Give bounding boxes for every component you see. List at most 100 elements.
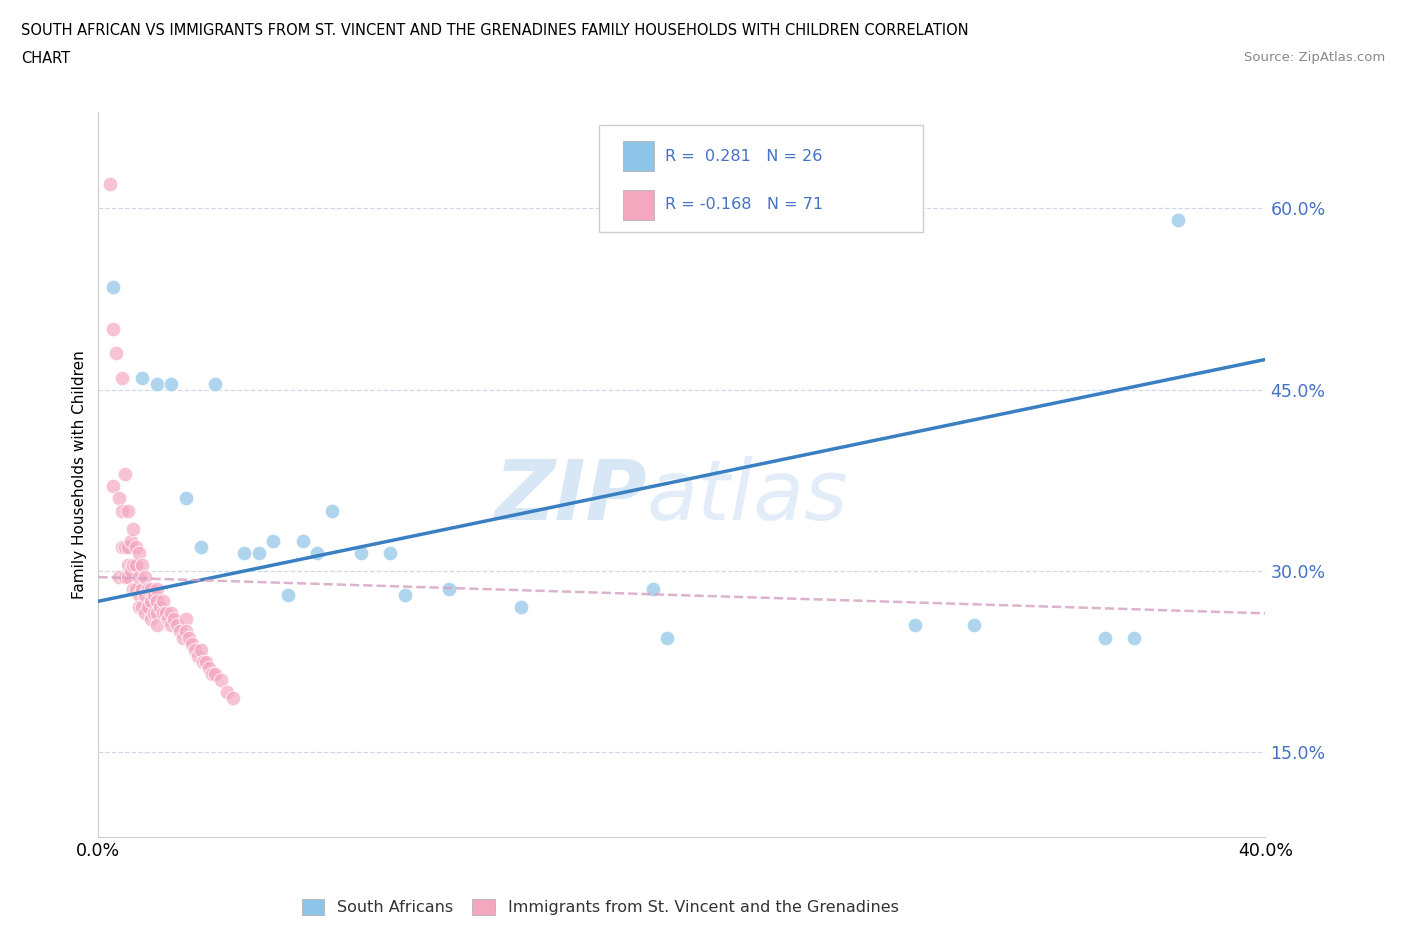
Point (120, 534, 142, 549)
Text: R =  0.281   N = 26: R = 0.281 N = 26 (665, 149, 823, 164)
Text: ZIP: ZIP (495, 456, 647, 537)
Point (108, 491, 131, 506)
Point (291, 534, 314, 549)
Point (117, 503, 139, 518)
Legend: South Africans, Immigrants from St. Vincent and the Grenadines: South Africans, Immigrants from St. Vinc… (295, 892, 905, 922)
Point (215, 684, 238, 699)
Point (1167, 213, 1189, 228)
Text: Source: ZipAtlas.com: Source: ZipAtlas.com (1244, 51, 1385, 64)
Point (157, 612, 180, 627)
Point (117, 558, 139, 573)
Point (152, 606, 174, 621)
Point (117, 539, 139, 554)
Point (221, 691, 243, 706)
Point (962, 618, 984, 633)
Y-axis label: Family Households with Children: Family Households with Children (72, 350, 87, 599)
Point (142, 606, 165, 621)
Point (155, 606, 177, 621)
Point (134, 588, 156, 603)
Point (350, 546, 373, 561)
Point (209, 672, 232, 687)
Point (174, 624, 197, 639)
Point (134, 570, 156, 585)
Point (146, 606, 169, 621)
Point (146, 582, 169, 597)
Point (134, 606, 156, 621)
Point (125, 539, 148, 554)
Point (321, 503, 343, 518)
Point (149, 600, 172, 615)
Point (277, 588, 299, 603)
Point (146, 377, 169, 392)
Point (120, 564, 142, 578)
Point (160, 377, 183, 392)
Point (131, 600, 153, 615)
Point (128, 546, 150, 561)
Point (247, 546, 270, 561)
Point (510, 600, 533, 615)
Point (262, 534, 284, 549)
Point (204, 667, 226, 682)
Point (131, 582, 153, 597)
Point (169, 624, 191, 639)
Point (1123, 631, 1146, 645)
Point (128, 570, 150, 585)
Point (187, 648, 209, 663)
Text: SOUTH AFRICAN VS IMMIGRANTS FROM ST. VINCENT AND THE GRENADINES FAMILY HOUSEHOLD: SOUTH AFRICAN VS IMMIGRANTS FROM ST. VIN… (21, 23, 969, 38)
Point (190, 539, 212, 554)
Point (98, 177, 121, 192)
Point (163, 612, 186, 627)
Point (394, 588, 416, 603)
Point (131, 558, 153, 573)
Point (180, 636, 202, 651)
Point (641, 582, 664, 597)
Point (139, 612, 162, 627)
Point (201, 667, 224, 682)
Point (111, 503, 134, 518)
Point (122, 521, 145, 536)
Point (114, 570, 136, 585)
Point (139, 582, 162, 597)
Point (160, 606, 183, 621)
Text: R = -0.168   N = 71: R = -0.168 N = 71 (665, 197, 824, 212)
Point (108, 570, 131, 585)
Point (1094, 631, 1116, 645)
Point (183, 643, 205, 658)
Point (122, 582, 145, 597)
Point (190, 643, 212, 658)
Point (146, 594, 169, 609)
Point (142, 588, 165, 603)
Point (125, 582, 148, 597)
Point (101, 322, 124, 337)
Point (111, 370, 134, 385)
Text: CHART: CHART (21, 51, 70, 66)
Point (380, 546, 402, 561)
Point (114, 467, 136, 482)
Point (125, 558, 148, 573)
Point (174, 612, 197, 627)
Point (437, 582, 460, 597)
Point (160, 618, 183, 633)
Point (136, 582, 159, 597)
Point (193, 655, 215, 670)
Text: atlas: atlas (647, 456, 849, 537)
Point (122, 558, 145, 573)
Point (101, 479, 124, 494)
Point (146, 618, 169, 633)
Point (114, 539, 136, 554)
Point (307, 546, 329, 561)
Point (131, 370, 153, 385)
Point (139, 594, 162, 609)
Point (657, 631, 679, 645)
Point (104, 346, 127, 361)
Point (136, 600, 159, 615)
Point (195, 655, 218, 670)
Point (101, 280, 124, 295)
Point (198, 660, 221, 675)
Point (233, 546, 256, 561)
Point (128, 600, 150, 615)
Point (152, 594, 174, 609)
Point (904, 618, 927, 633)
Point (111, 539, 134, 554)
Point (174, 491, 197, 506)
